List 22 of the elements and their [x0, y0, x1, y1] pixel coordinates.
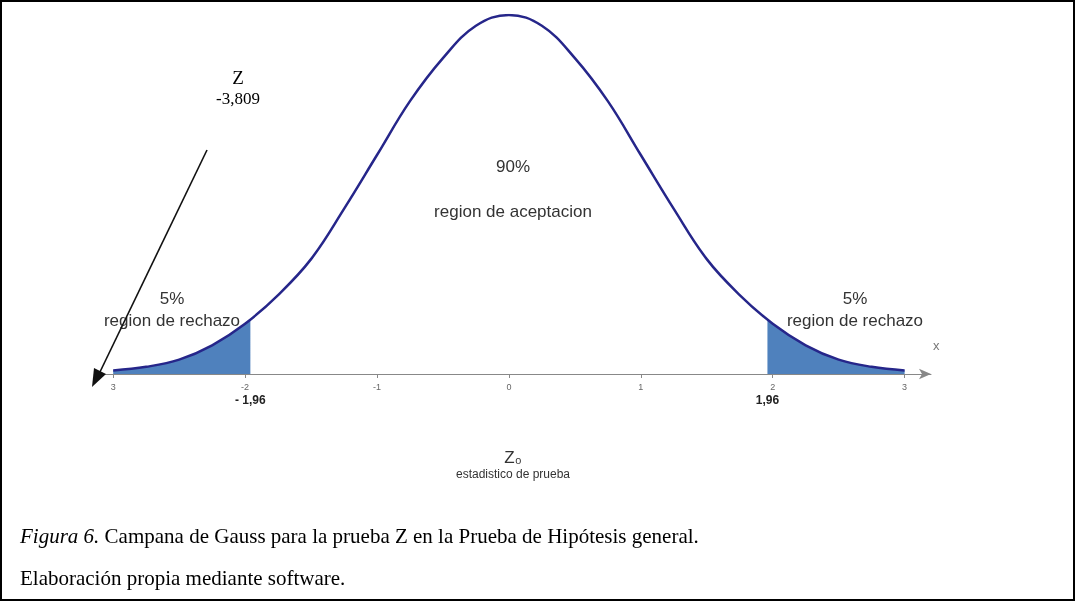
annotation: -3,809 [216, 88, 260, 108]
annotation: 1,96 [755, 393, 780, 407]
x-tick-label: 3 [902, 381, 908, 392]
annotation: 5% [159, 288, 185, 308]
x-axis-title: x [933, 338, 940, 353]
text: Figura 6. [20, 524, 100, 548]
x-tick-label: -1 [372, 381, 382, 392]
annotation: 5% [842, 288, 868, 308]
x-tick-label: 3 [110, 381, 116, 392]
annotation: 90% [495, 156, 531, 176]
annotation: - 1,96 [235, 393, 267, 407]
annotation: region de rechazo [786, 310, 924, 330]
x-tick-label: 0 [506, 381, 512, 392]
text: Elaboración propia mediante software. [20, 566, 346, 591]
text: estadistico de prueba [455, 467, 571, 481]
x-tick-label: 2 [770, 381, 776, 392]
x-tick-label: 1 [638, 381, 644, 392]
text: Campana de Gauss para la prueba Z en la Prueba de Hipótesis general. [104, 524, 699, 548]
x-tick-label: -2 [241, 381, 250, 392]
text: Z₀ [504, 447, 522, 467]
annotation: region de aceptacion [434, 201, 592, 221]
annotation: Z [232, 66, 244, 88]
